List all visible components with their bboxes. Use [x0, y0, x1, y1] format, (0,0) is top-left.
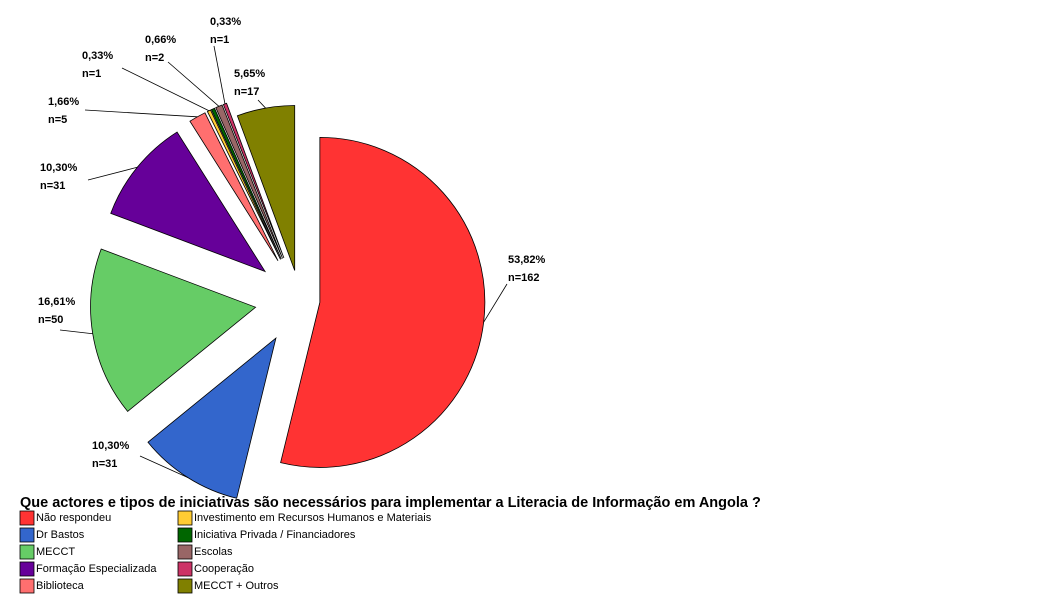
leader-line	[84, 109, 198, 118]
leader-line	[121, 67, 210, 112]
legend-swatch	[177, 527, 193, 543]
count-label: n=2	[145, 52, 164, 64]
pie-slice	[210, 107, 282, 260]
legend-swatch	[177, 561, 193, 577]
legend-swatch	[19, 561, 35, 577]
pie-slice	[280, 136, 486, 468]
leader-line	[139, 455, 188, 478]
count-label: n=50	[38, 314, 63, 326]
legend-swatch	[177, 544, 193, 560]
data-label: 0,66%	[145, 34, 176, 46]
data-label: 5,65%	[234, 68, 265, 80]
legend-label: Biblioteca	[36, 580, 85, 592]
leader-line	[87, 166, 138, 181]
legend-label: Formação Especializada	[36, 563, 157, 575]
data-label: 0,33%	[210, 16, 241, 28]
count-label: n=31	[92, 458, 117, 470]
leader-line	[213, 45, 226, 104]
leader-line	[257, 99, 266, 109]
legend-label: Cooperação	[194, 563, 254, 575]
legend-label: Iniciativa Privada / Financiadores	[194, 529, 356, 541]
legend-label: Investimento em Recursos Humanos e Mater…	[194, 512, 432, 524]
data-label: 53,82%	[508, 254, 546, 266]
count-label: n=1	[210, 34, 229, 46]
pie-slice	[189, 112, 279, 261]
legend-label: Escolas	[194, 546, 233, 558]
legend-swatch	[19, 510, 35, 526]
legend-swatch	[177, 578, 193, 594]
legend-swatch	[19, 544, 35, 560]
pie-slice	[206, 109, 281, 260]
legend-swatch	[19, 527, 35, 543]
chart-title: Que actores e tipos de iniciativas são n…	[20, 495, 761, 511]
leader-line	[59, 329, 93, 335]
legend-swatch	[19, 578, 35, 594]
data-label: 0,33%	[82, 50, 113, 62]
data-label: 1,66%	[48, 96, 79, 108]
count-label: n=31	[40, 180, 65, 192]
data-label: 16,61%	[38, 296, 76, 308]
count-label: n=5	[48, 114, 67, 126]
count-label: n=17	[234, 86, 259, 98]
data-label: 10,30%	[40, 162, 78, 174]
pie-slice	[215, 104, 283, 259]
legend-swatch	[177, 510, 193, 526]
count-label: n=1	[82, 68, 101, 80]
count-label: n=162	[508, 272, 540, 284]
legend-label: Dr Bastos	[36, 529, 85, 541]
legend-label: MECCT	[36, 546, 75, 558]
legend-label: Não respondeu	[36, 512, 111, 524]
legend-label: MECCT + Outros	[194, 580, 279, 592]
pie-slice	[90, 248, 257, 412]
leader-line	[167, 61, 220, 107]
leader-line	[483, 283, 508, 323]
data-label: 10,30%	[92, 440, 130, 452]
